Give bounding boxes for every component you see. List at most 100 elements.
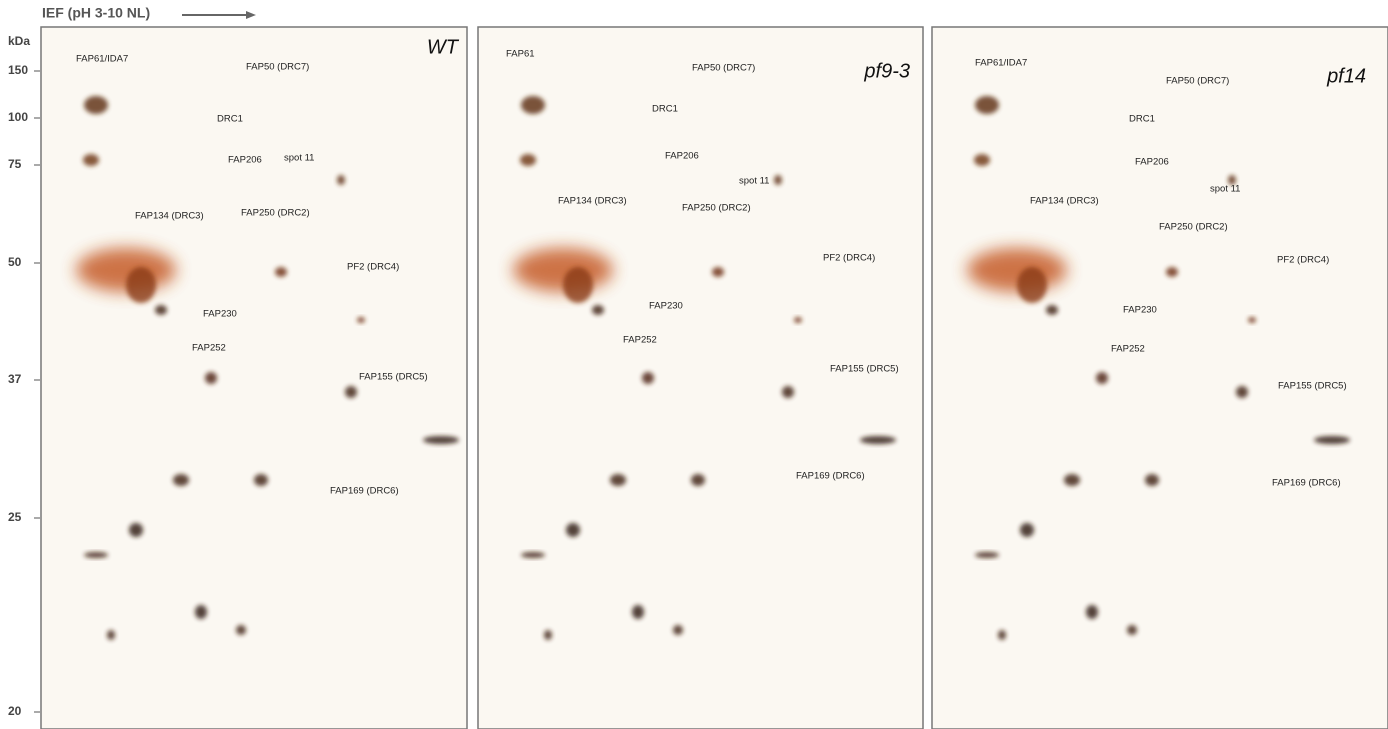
y-tick-label: 150 — [8, 63, 28, 77]
gel-spot — [520, 154, 536, 166]
spot-label: FAP61/IDA7 — [975, 58, 1027, 69]
gel-spot — [1064, 474, 1080, 486]
spot-label: FAP169 (DRC6) — [1272, 478, 1341, 489]
gel-spot — [691, 474, 705, 486]
gel-panel: pf14 FAP61/IDA7 FAP50 (DRC7) DRC1 FAP206 spot… — [932, 27, 1388, 729]
spot-label: FAP230 — [203, 309, 237, 320]
header-title: IEF (pH 3-10 NL) — [42, 5, 150, 21]
gel-spot — [205, 372, 217, 384]
spot-label: PF2 (DRC4) — [1277, 255, 1329, 266]
gel-spot — [1236, 386, 1248, 398]
spot-label: FAP250 (DRC2) — [682, 203, 751, 214]
spot-label: FAP134 (DRC3) — [1030, 196, 1099, 207]
spot-label: FAP250 (DRC2) — [241, 208, 310, 219]
spot-label: FAP50 (DRC7) — [1166, 76, 1229, 87]
gel-spot — [1017, 267, 1047, 303]
spot-label: FAP252 — [623, 335, 657, 346]
spot-label: spot 11 — [1210, 184, 1240, 195]
gel-spot — [975, 552, 999, 558]
panel-title: pf9-3 — [863, 60, 910, 82]
y-tick-label: 20 — [8, 704, 22, 718]
gel-background — [932, 27, 1388, 729]
spot-label: FAP155 (DRC5) — [359, 372, 428, 383]
gel-spot — [84, 96, 108, 114]
gel-spot — [1145, 474, 1159, 486]
spot-label: spot 11 — [284, 153, 314, 164]
gel-spot — [563, 267, 593, 303]
spot-label: FAP50 (DRC7) — [246, 62, 309, 73]
gel-spot — [712, 267, 724, 277]
gel-spot — [173, 474, 189, 486]
spot-label: FAP155 (DRC5) — [830, 364, 899, 375]
gel-spot — [998, 630, 1006, 640]
gel-spot — [107, 630, 115, 640]
gel-spot — [1166, 267, 1178, 277]
gel-spot — [1127, 625, 1137, 635]
panel-title: pf14 — [1326, 65, 1366, 87]
gel-spot — [610, 474, 626, 486]
gel-spot — [129, 523, 143, 537]
gel-spot — [84, 552, 108, 558]
gel-spot — [975, 96, 999, 114]
gel-spot — [521, 96, 545, 114]
spot-label: FAP61 — [506, 49, 535, 60]
gel-spot — [126, 267, 156, 303]
gel-spot — [592, 305, 604, 315]
gel-spot — [83, 154, 99, 166]
spot-label: FAP230 — [1123, 305, 1157, 316]
spot-label: DRC1 — [1129, 114, 1155, 125]
spot-label: FAP206 — [665, 151, 699, 162]
gel-spot — [967, 248, 1067, 292]
gel-spot — [513, 248, 613, 292]
gel-panel: WT FAP61/IDA7 FAP50 (DRC7) DRC1 FAP206 spot 1… — [41, 27, 467, 729]
gel-spot — [155, 305, 167, 315]
y-tick-label: 37 — [8, 372, 22, 386]
gel-spot — [632, 605, 644, 619]
spot-label: PF2 (DRC4) — [823, 253, 875, 264]
figure: IEF (pH 3-10 NL) kDa 1501007550372520WTF… — [0, 0, 1388, 729]
gel-spot — [860, 436, 896, 444]
gel-spot — [1020, 523, 1034, 537]
gel-spot — [521, 552, 545, 558]
gel-spot — [1248, 317, 1256, 323]
spot-label: FAP155 (DRC5) — [1278, 381, 1347, 392]
spot-label: PF2 (DRC4) — [347, 262, 399, 273]
gel-spot — [974, 154, 990, 166]
gel-spot — [1046, 305, 1058, 315]
spot-label: DRC1 — [652, 104, 678, 115]
spot-label: FAP169 (DRC6) — [796, 471, 865, 482]
gel-spot — [673, 625, 683, 635]
gel-spot — [642, 372, 654, 384]
gel-spot — [254, 474, 268, 486]
gel-spot — [337, 175, 345, 185]
spot-label: FAP50 (DRC7) — [692, 63, 755, 74]
spot-label: FAP61/IDA7 — [76, 54, 128, 65]
spot-label: FAP206 — [1135, 157, 1169, 168]
spot-label: FAP134 (DRC3) — [558, 196, 627, 207]
gel-spot — [76, 248, 176, 292]
gel-spot — [357, 317, 365, 323]
gel-spot — [782, 386, 794, 398]
gel-background — [478, 27, 923, 729]
spot-label: FAP252 — [1111, 344, 1145, 355]
arrow — [182, 11, 256, 19]
spot-label: DRC1 — [217, 114, 243, 125]
y-tick-label: 75 — [8, 157, 22, 171]
gel-spot — [423, 436, 459, 444]
gel-spot — [774, 175, 782, 185]
spot-label: FAP134 (DRC3) — [135, 211, 204, 222]
gel-spot — [345, 386, 357, 398]
gel-spot — [275, 267, 287, 277]
gel-spot — [1096, 372, 1108, 384]
spot-label: FAP250 (DRC2) — [1159, 222, 1228, 233]
panel-title: WT — [427, 36, 460, 58]
spot-label: FAP206 — [228, 155, 262, 166]
gel-spot — [1086, 605, 1098, 619]
gel-spot — [566, 523, 580, 537]
y-tick-label: 100 — [8, 110, 28, 124]
y-axis-unit: kDa — [8, 34, 30, 48]
gel-spot — [1314, 436, 1350, 444]
spot-label: FAP230 — [649, 301, 683, 312]
gel-spot — [794, 317, 802, 323]
